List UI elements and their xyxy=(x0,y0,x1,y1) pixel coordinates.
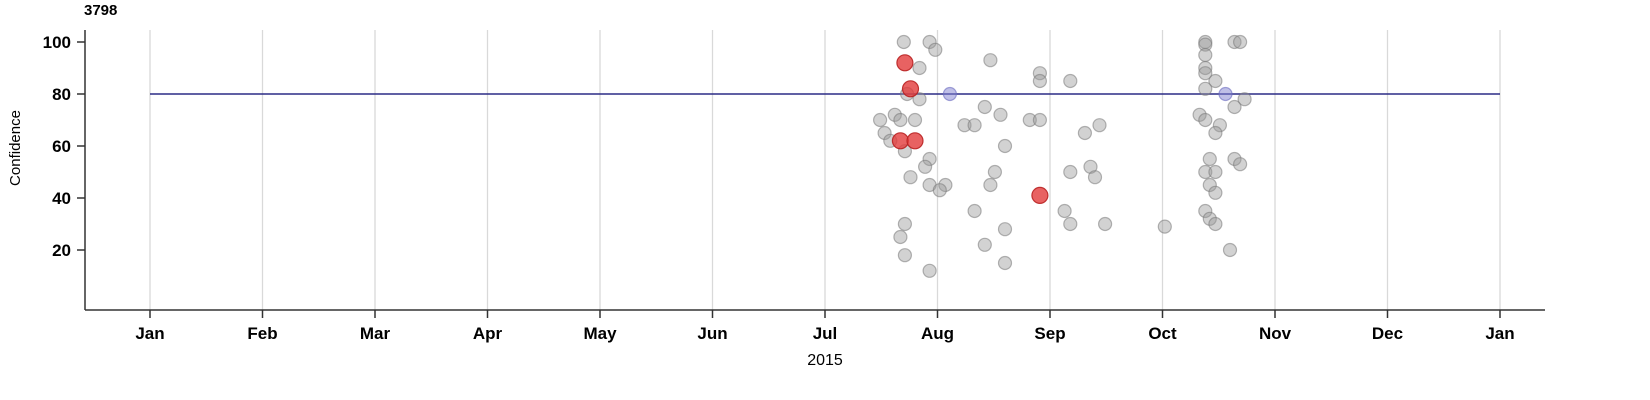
data-point-observation[interactable] xyxy=(983,53,998,68)
data-point-observation[interactable] xyxy=(932,183,947,198)
data-point-observation[interactable] xyxy=(1227,151,1242,167)
data-point-observation[interactable] xyxy=(1232,34,1248,50)
x-tick-label: May xyxy=(583,324,617,343)
x-tick-label: Nov xyxy=(1259,324,1292,343)
data-point-observation[interactable] xyxy=(1198,164,1213,180)
data-point-observation[interactable] xyxy=(917,159,933,174)
data-point-observation[interactable] xyxy=(1157,219,1172,234)
data-point-observation[interactable] xyxy=(893,229,908,245)
data-point-observation[interactable] xyxy=(1077,125,1093,141)
data-point-observation[interactable] xyxy=(1198,81,1213,96)
data-point-observation[interactable] xyxy=(912,92,927,107)
data-point-observation[interactable] xyxy=(893,112,908,128)
data-point-highlighted-blue[interactable] xyxy=(1218,86,1233,102)
data-point-highlighted-red[interactable] xyxy=(1031,186,1049,204)
x-tick-label: Feb xyxy=(247,324,277,343)
y-tick-label: 60 xyxy=(52,137,71,156)
data-point-highlighted-red[interactable] xyxy=(901,80,920,98)
data-point-observation[interactable] xyxy=(1208,216,1223,232)
data-point-highlighted-red[interactable] xyxy=(906,132,924,150)
data-point-observation[interactable] xyxy=(1237,92,1252,107)
data-point-observation[interactable] xyxy=(922,34,937,50)
data-point-observation[interactable] xyxy=(997,222,1013,237)
data-point-observation[interactable] xyxy=(872,112,888,128)
data-point-observation[interactable] xyxy=(1208,73,1223,89)
chart-title: 3798 xyxy=(84,2,118,19)
x-tick-label: Dec xyxy=(1372,324,1403,343)
data-point-observation[interactable] xyxy=(997,255,1013,271)
data-point-observation[interactable] xyxy=(877,125,892,141)
data-point-observation[interactable] xyxy=(987,164,1003,180)
data-point-observation[interactable] xyxy=(977,237,992,252)
data-point-observation[interactable] xyxy=(1208,125,1223,141)
data-point-highlighted-red[interactable] xyxy=(896,54,914,72)
data-point-observation[interactable] xyxy=(897,248,913,263)
data-point-observation[interactable] xyxy=(1063,164,1078,180)
data-point-observation[interactable] xyxy=(1092,118,1107,133)
data-point-observation[interactable] xyxy=(1032,112,1048,128)
x-axis-label: 2015 xyxy=(807,352,843,369)
data-point-observation[interactable] xyxy=(997,138,1013,154)
data-point-highlighted-blue[interactable] xyxy=(942,86,958,102)
data-point-observation[interactable] xyxy=(993,107,1008,122)
x-tick-label: Apr xyxy=(473,324,503,343)
data-point-observation[interactable] xyxy=(938,177,953,193)
data-point-observation[interactable] xyxy=(1032,66,1048,81)
x-tick-label: Jan xyxy=(135,324,164,343)
y-tick-label: 80 xyxy=(52,85,71,104)
data-point-observation[interactable] xyxy=(1087,170,1103,185)
data-point-observation[interactable] xyxy=(1063,73,1078,89)
data-point-observation[interactable] xyxy=(887,107,902,122)
data-point-observation[interactable] xyxy=(928,42,943,57)
y-axis-label: Confidence xyxy=(7,110,24,186)
data-point-observation[interactable] xyxy=(1208,185,1223,200)
x-tick-label: Jan xyxy=(1485,324,1514,343)
x-tick-label: Mar xyxy=(360,324,391,343)
data-point-observation[interactable] xyxy=(1022,112,1037,128)
data-point-highlighted-red[interactable] xyxy=(891,132,910,150)
data-point-observation[interactable] xyxy=(1202,177,1217,193)
data-point-observation[interactable] xyxy=(1198,60,1213,76)
data-point-observation[interactable] xyxy=(1227,34,1242,50)
data-point-observation[interactable] xyxy=(1208,164,1223,180)
data-point-observation[interactable] xyxy=(977,99,992,115)
data-point-observation[interactable] xyxy=(897,216,913,232)
x-tick-label: Oct xyxy=(1148,324,1177,343)
x-tick-label: Jul xyxy=(813,324,838,343)
data-point-observation[interactable] xyxy=(967,203,982,219)
data-point-observation[interactable] xyxy=(922,151,937,167)
data-point-observation[interactable] xyxy=(1198,203,1213,219)
data-point-observation[interactable] xyxy=(1063,216,1078,232)
data-point-observation[interactable] xyxy=(1222,242,1238,258)
data-point-observation[interactable] xyxy=(1232,157,1248,172)
data-point-observation[interactable] xyxy=(1202,211,1217,226)
data-point-observation[interactable] xyxy=(1057,203,1072,219)
data-point-observation[interactable] xyxy=(967,118,982,133)
y-tick-label: 40 xyxy=(52,189,71,208)
y-tick-label: 100 xyxy=(43,33,71,52)
x-tick-label: Aug xyxy=(921,324,954,343)
data-point-observation[interactable] xyxy=(896,34,911,50)
x-tick-label: Jun xyxy=(697,324,727,343)
data-point-observation[interactable] xyxy=(912,60,927,76)
data-point-observation[interactable] xyxy=(907,112,923,128)
data-point-observation[interactable] xyxy=(1198,112,1213,128)
data-point-observation[interactable] xyxy=(1202,151,1217,167)
data-point-observation[interactable] xyxy=(983,177,998,193)
data-point-observation[interactable] xyxy=(1227,99,1242,115)
data-point-observation[interactable] xyxy=(1198,66,1213,81)
data-point-observation[interactable] xyxy=(1097,216,1113,232)
data-point-observation[interactable] xyxy=(903,170,918,185)
data-point-observation[interactable] xyxy=(1198,47,1213,63)
y-tick-label: 20 xyxy=(52,241,71,260)
data-point-observation[interactable] xyxy=(1212,118,1228,133)
data-point-observation[interactable] xyxy=(922,263,937,278)
data-point-observation[interactable] xyxy=(1192,107,1207,122)
data-point-observation[interactable] xyxy=(957,118,972,133)
data-point-observation[interactable] xyxy=(1198,37,1213,52)
x-tick-label: Sep xyxy=(1034,324,1065,343)
data-point-observation[interactable] xyxy=(1032,73,1048,89)
